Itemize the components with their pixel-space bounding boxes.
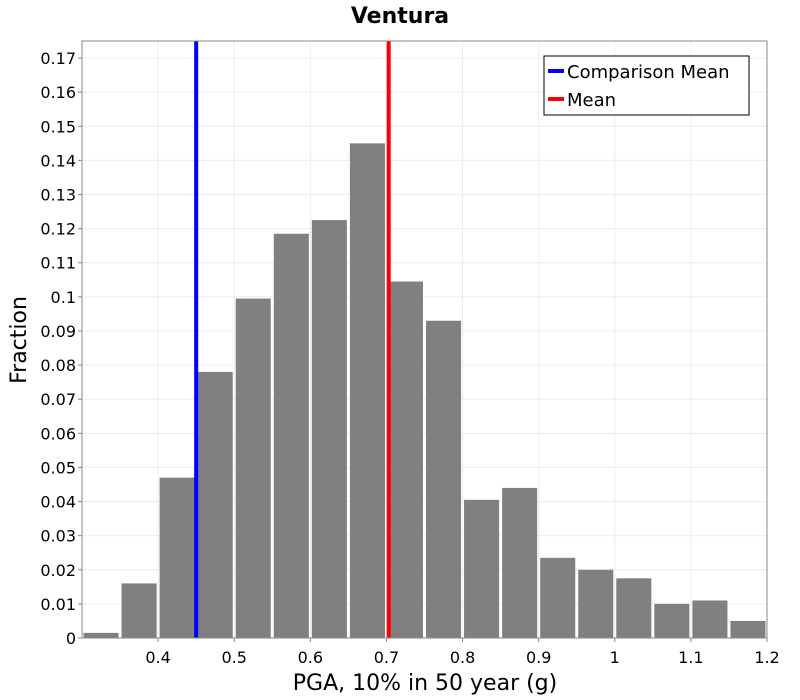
histogram-bar — [654, 603, 690, 638]
x-tick-label: 1.1 — [678, 648, 703, 667]
histogram-bar — [349, 143, 385, 639]
y-tick-label: 0.01 — [40, 595, 76, 614]
x-tick-label: 1 — [610, 648, 620, 667]
y-tick-label: 0.13 — [40, 186, 76, 205]
chart-title: Ventura — [351, 4, 449, 29]
legend-label-mean: Mean — [567, 90, 616, 111]
y-tick-label: 0.05 — [40, 458, 76, 477]
x-axis-label: PGA, 10% in 50 year (g) — [293, 671, 557, 696]
y-tick-label: 0.12 — [40, 220, 76, 239]
y-tick-label: 0.02 — [40, 561, 76, 580]
y-tick-label: 0.09 — [40, 322, 76, 341]
histogram-bar — [387, 281, 423, 638]
y-axis-label: Fraction — [7, 296, 32, 384]
x-tick-label: 1.2 — [754, 648, 779, 667]
y-tick-label: 0.11 — [40, 254, 76, 273]
x-tick-label: 0.5 — [221, 648, 246, 667]
y-tick-label: 0 — [66, 629, 76, 648]
x-tick-label: 0.4 — [145, 648, 170, 667]
y-tick-label: 0.04 — [40, 493, 76, 512]
histogram-bar — [502, 487, 538, 638]
plot-frame — [81, 40, 768, 639]
bars — [83, 143, 766, 639]
y-tick-label: 0.03 — [40, 527, 76, 546]
histogram-bar — [578, 569, 614, 638]
histogram-bar — [235, 298, 271, 638]
y-tick-label: 0.1 — [51, 288, 76, 307]
histogram-bar — [83, 632, 119, 638]
histogram-bar — [121, 583, 157, 638]
y-tick-label: 0.07 — [40, 390, 76, 409]
y-tick-label: 0.06 — [40, 424, 76, 443]
mean-lines — [194, 41, 391, 638]
histogram-bar — [311, 220, 347, 638]
x-tick-label: 0.9 — [526, 648, 551, 667]
y-axis-ticks: 0 0.01 0.02 0.03 0.04 0.05 0.06 0.07 0.08 0.09 0.1… — [40, 49, 82, 648]
y-tick-label: 0.14 — [40, 151, 76, 170]
histogram-bar — [692, 600, 728, 638]
x-tick-label: 0.6 — [298, 648, 323, 667]
y-tick-label: 0.08 — [40, 356, 76, 375]
histogram-bar — [730, 620, 766, 638]
y-tick-label: 0.16 — [40, 83, 76, 102]
x-tick-label: 0.7 — [374, 648, 399, 667]
histogram-bar — [159, 477, 195, 638]
histogram-bar — [540, 557, 576, 638]
histogram-bar — [464, 499, 500, 638]
legend: Comparison Mean Mean — [543, 55, 750, 116]
histogram-bar — [197, 371, 233, 638]
histogram-bar — [426, 320, 462, 638]
histogram-bar — [273, 233, 309, 638]
y-tick-label: 0.15 — [40, 117, 76, 136]
x-tick-label: 0.8 — [450, 648, 475, 667]
legend-box — [543, 55, 750, 116]
histogram-bar — [616, 578, 652, 638]
y-tick-label: 0.17 — [40, 49, 76, 68]
x-axis-ticks: 0.4 0.5 0.6 0.7 0.8 0.9 1 1.1 1.2 — [145, 638, 780, 667]
legend-label-comparison-mean: Comparison Mean — [567, 62, 730, 83]
